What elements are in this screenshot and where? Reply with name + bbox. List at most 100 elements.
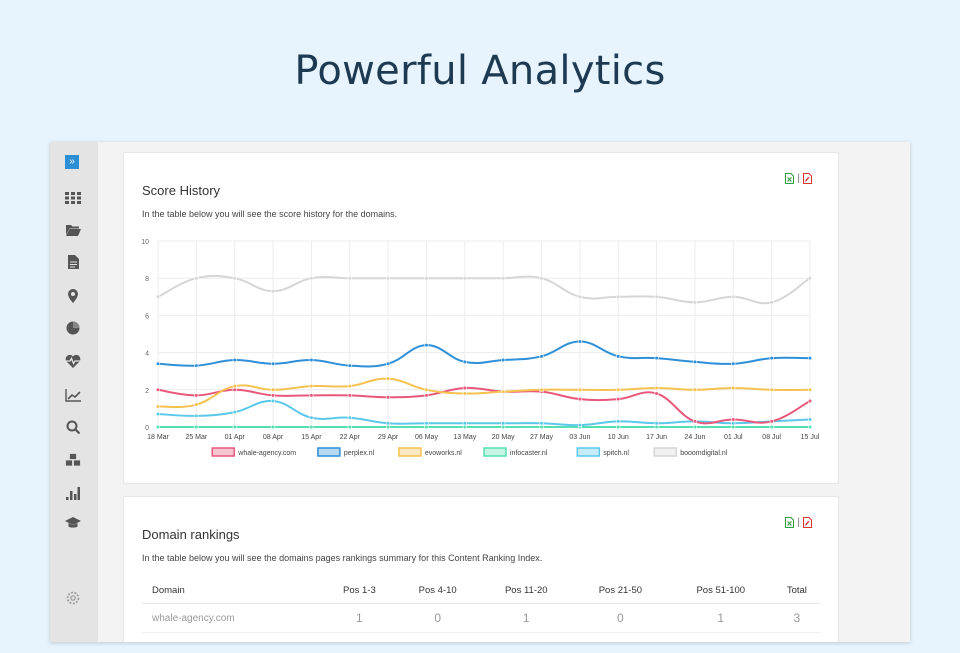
data-point [731, 385, 736, 391]
graduation-cap-icon[interactable] [62, 514, 84, 532]
data-point [386, 395, 391, 400]
data-point [807, 417, 813, 422]
domain-rankings-title: Domain rankings [142, 527, 240, 542]
data-point [462, 385, 467, 391]
data-point [155, 404, 161, 409]
data-point [577, 294, 582, 299]
folder-icon[interactable] [62, 221, 84, 239]
data-point [539, 421, 544, 426]
legend-swatch [483, 447, 507, 457]
settings-icon[interactable] [62, 589, 84, 607]
legend-label: spitch.nl [603, 450, 629, 457]
legend-swatch [653, 447, 677, 457]
data-point [232, 357, 237, 363]
x-tick-label: 08 Apr [263, 434, 284, 441]
cubes-icon[interactable] [62, 451, 84, 469]
data-point [462, 424, 467, 430]
data-point [501, 357, 506, 363]
y-tick-label: 4 [145, 351, 149, 358]
data-point [424, 393, 429, 398]
series-line-booomdigital.nl [157, 274, 811, 305]
column-header[interactable]: Domain [142, 577, 323, 604]
table-cell: 0 [479, 632, 573, 642]
data-point [807, 356, 813, 361]
data-point [731, 424, 736, 430]
column-header[interactable]: Pos 4-10 [395, 577, 480, 604]
table-cell: 0 [395, 603, 480, 633]
column-header[interactable]: Pos 51-100 [667, 577, 774, 604]
data-point [577, 387, 582, 392]
score-history-chart: 0 2 4 6 8 10 18 Mar 25 Mar 01 Apr 08 Apr 15 Apr 22 … [141, 239, 820, 457]
data-point [347, 424, 352, 430]
x-tick-label: 06 May [415, 434, 438, 441]
line-trend-icon[interactable] [62, 386, 84, 404]
x-tick-label: 15 Jul [801, 434, 820, 441]
y-tick-label: 2 [145, 388, 149, 395]
data-point [232, 276, 237, 281]
data-point [501, 421, 506, 426]
data-point [616, 387, 621, 392]
domain-cell[interactable]: perplex.nl [142, 632, 323, 642]
data-point [232, 424, 237, 430]
legend-swatch [211, 447, 236, 457]
data-point [424, 276, 429, 281]
data-point [501, 276, 506, 281]
data-point [769, 356, 774, 361]
legend-label: whale-agency.com [237, 450, 296, 457]
data-point [692, 419, 698, 424]
data-point [654, 385, 659, 391]
x-tick-label: 17 Jun [646, 434, 667, 441]
grid-icon[interactable] [62, 189, 84, 207]
data-point [769, 424, 774, 430]
sidebar: » [50, 142, 98, 642]
pdf-export-icon[interactable] [803, 173, 812, 184]
data-point [194, 402, 199, 407]
document-icon[interactable] [62, 253, 84, 271]
data-point [654, 356, 659, 361]
data-point [155, 411, 161, 417]
bar-chart-icon[interactable] [62, 484, 84, 502]
domain-cell[interactable]: whale-agency.com [142, 603, 323, 633]
x-tick-label: 25 Mar [185, 434, 207, 441]
column-header[interactable]: Pos 1-3 [323, 577, 396, 604]
table-header-row: Domain Pos 1-3 Pos 4-10 Pos 11-20 Pos 21… [142, 577, 820, 604]
table-cell: 0 [395, 632, 480, 642]
x-tick-label: 18 Mar [147, 434, 169, 441]
excel-export-icon[interactable] [785, 517, 795, 528]
data-point [194, 413, 199, 418]
data-point [462, 421, 467, 426]
column-header[interactable]: Total [773, 577, 820, 604]
heartbeat-icon[interactable] [62, 352, 84, 370]
pdf-export-icon[interactable] [803, 517, 812, 528]
column-header[interactable]: Pos 21-50 [572, 577, 668, 604]
data-point [232, 383, 237, 389]
data-point [424, 387, 429, 392]
x-tick-label: 08 Jul [762, 434, 781, 441]
data-point [309, 415, 314, 420]
data-point [194, 393, 199, 398]
sidebar-toggle-button[interactable]: » [65, 155, 79, 169]
table-cell: 0 [667, 632, 774, 642]
excel-export-icon[interactable] [785, 173, 795, 184]
x-tick-label: 20 May [492, 434, 515, 441]
x-tick-label: 01 Apr [225, 434, 246, 441]
data-point [769, 419, 774, 424]
data-point [807, 387, 813, 392]
data-point [692, 300, 698, 305]
data-point [807, 398, 813, 404]
data-point [424, 343, 429, 348]
data-point [462, 391, 467, 396]
table-cell: 1 [667, 603, 774, 633]
data-point [347, 393, 352, 398]
column-header[interactable]: Pos 11-20 [479, 577, 573, 604]
pie-chart-icon[interactable] [62, 319, 84, 337]
data-point [577, 423, 582, 428]
legend-swatch [398, 447, 422, 457]
map-pin-icon[interactable] [62, 287, 84, 305]
search-icon[interactable] [62, 418, 84, 436]
legend-label: booomdigital.nl [680, 450, 728, 457]
y-tick-label: 6 [145, 313, 149, 320]
x-tick-label: 03 Jun [569, 434, 590, 441]
app-window: » [50, 142, 910, 642]
data-point [539, 424, 544, 430]
